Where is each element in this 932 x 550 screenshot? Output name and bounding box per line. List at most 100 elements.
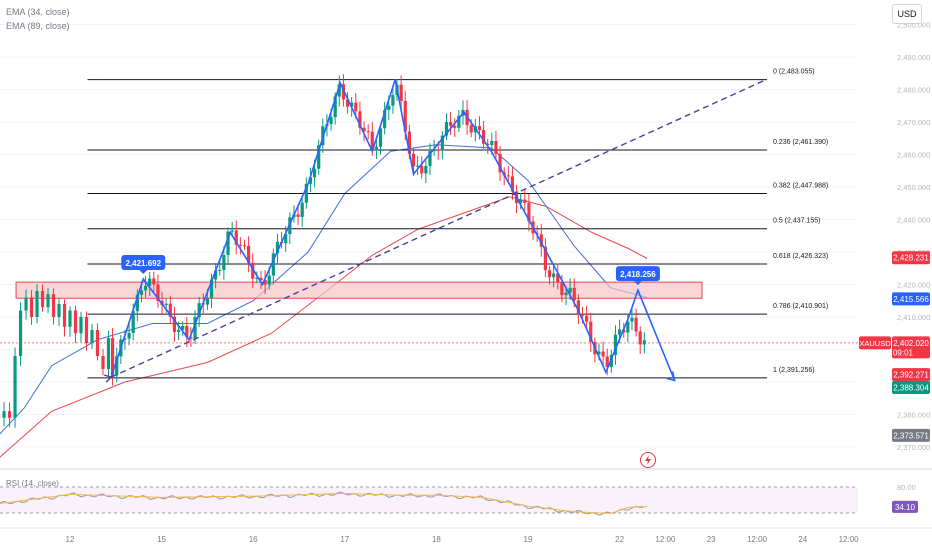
candle-body [519,199,523,204]
time-axis: 12 15 16 17 18 19 22 12:00 23 12:00 24 12:00 [66,535,860,544]
candle-body [209,279,214,299]
candle-body [341,84,346,100]
candle-body [634,317,638,332]
candle-body [589,321,593,342]
candle-body [630,317,634,322]
fib-level-label: 1 (2,391.256) [773,367,815,374]
price-axis-label: 2,460.000 [897,151,930,160]
candle-body [40,291,45,308]
candle-body [267,275,271,285]
rsi-ma-line [0,492,648,514]
candle-body [230,230,234,232]
price-tag-value: 2,428.231 [893,254,929,263]
candle-body [510,176,515,192]
price-axis-label: 2,420.000 [897,281,930,290]
candle-body [399,84,403,101]
candle-body [601,351,605,357]
candle-body [432,149,436,152]
currency-button[interactable]: USD [892,4,922,24]
callout-pointer [139,270,148,275]
candle-body [317,145,321,169]
candle-body [2,411,6,418]
candle-body [185,326,189,338]
ema89-legend[interactable]: EMA (89, close) [6,21,70,31]
ema34-legend[interactable]: EMA (34, close) [6,7,70,17]
ema89-line [0,196,648,458]
candle-body [403,100,407,132]
rsi-band [0,487,858,513]
time-axis-label: 16 [249,535,258,544]
price-tag-value: 2,388.304 [893,384,929,393]
candle-body [312,168,317,178]
candle-body [498,153,502,173]
candle-body [428,151,432,166]
candle-body [46,294,50,308]
candle-body [275,241,280,254]
candle-body [139,290,144,295]
candle-body [172,316,177,332]
fib-level-label: 0 (2,483.055) [773,69,815,76]
price-tag-countdown: 09:01 [893,348,914,357]
candle-body [115,356,119,376]
candle-body [181,326,185,330]
candle-body [110,338,115,376]
candle-body [424,165,428,174]
candle-body [585,315,589,322]
callout-value: 2,421.692 [125,259,161,268]
candle-body [362,127,366,132]
candle-body [51,294,56,317]
candle-body [440,135,444,151]
candle-body [391,95,395,106]
candle-body [176,329,181,332]
candle-body [374,146,379,150]
fibonacci-retracement: 0 (2,483.055) 0.236 (2,461.390) 0.382 (2,4… [87,69,828,379]
trendline-arrow [104,374,113,383]
candle-body [152,278,156,285]
candle-body [234,230,238,245]
price-axis-label: 2,440.000 [897,216,930,225]
price-axis-label: 2,410.000 [897,313,930,322]
candle-body [366,131,370,133]
candle-body [605,356,609,367]
candle-body [383,110,387,129]
fib-level-label: 0.5 (2,437.155) [773,218,820,225]
candle-body [242,245,247,247]
candle-body [547,270,552,278]
candle-body [127,332,131,339]
symbol-tag-box [859,336,891,350]
lightning-icon[interactable] [640,452,656,468]
candle-body [222,254,226,270]
time-axis-label: 12:00 [747,535,768,544]
candle-body [57,304,61,317]
candle-body [506,175,510,177]
price-axis-label: 2,380.000 [897,411,930,420]
time-axis-label: 19 [524,535,533,544]
candle-body [494,140,498,154]
time-axis-label: 12 [66,535,75,544]
rsi-axis-label: 80.00 [897,483,916,492]
candle-body [259,277,263,281]
candle-body [527,202,531,222]
price-axis-label: 2,370.000 [897,443,930,452]
candle-body [539,234,543,247]
candle-body [378,128,383,147]
candle-body [407,131,411,154]
rsi-legend[interactable]: RSI (14, close) [6,479,59,488]
candle-body [73,310,78,334]
candle-body [189,337,193,339]
candle-body [304,183,308,203]
candle-body [79,317,83,334]
candle-body [345,99,350,107]
candle-body [486,143,490,146]
candle-body [580,313,585,316]
candle-body [613,334,618,355]
fib-level-label: 0.236 (2,461.390) [773,139,828,146]
candle-body [642,340,646,345]
fib-level-label: 0.382 (2,447.988) [773,183,828,190]
rsi-tag-box [892,500,918,513]
candle-body [214,270,218,280]
candle-body [135,294,139,312]
price-axis-label: 2,490.000 [897,53,930,62]
